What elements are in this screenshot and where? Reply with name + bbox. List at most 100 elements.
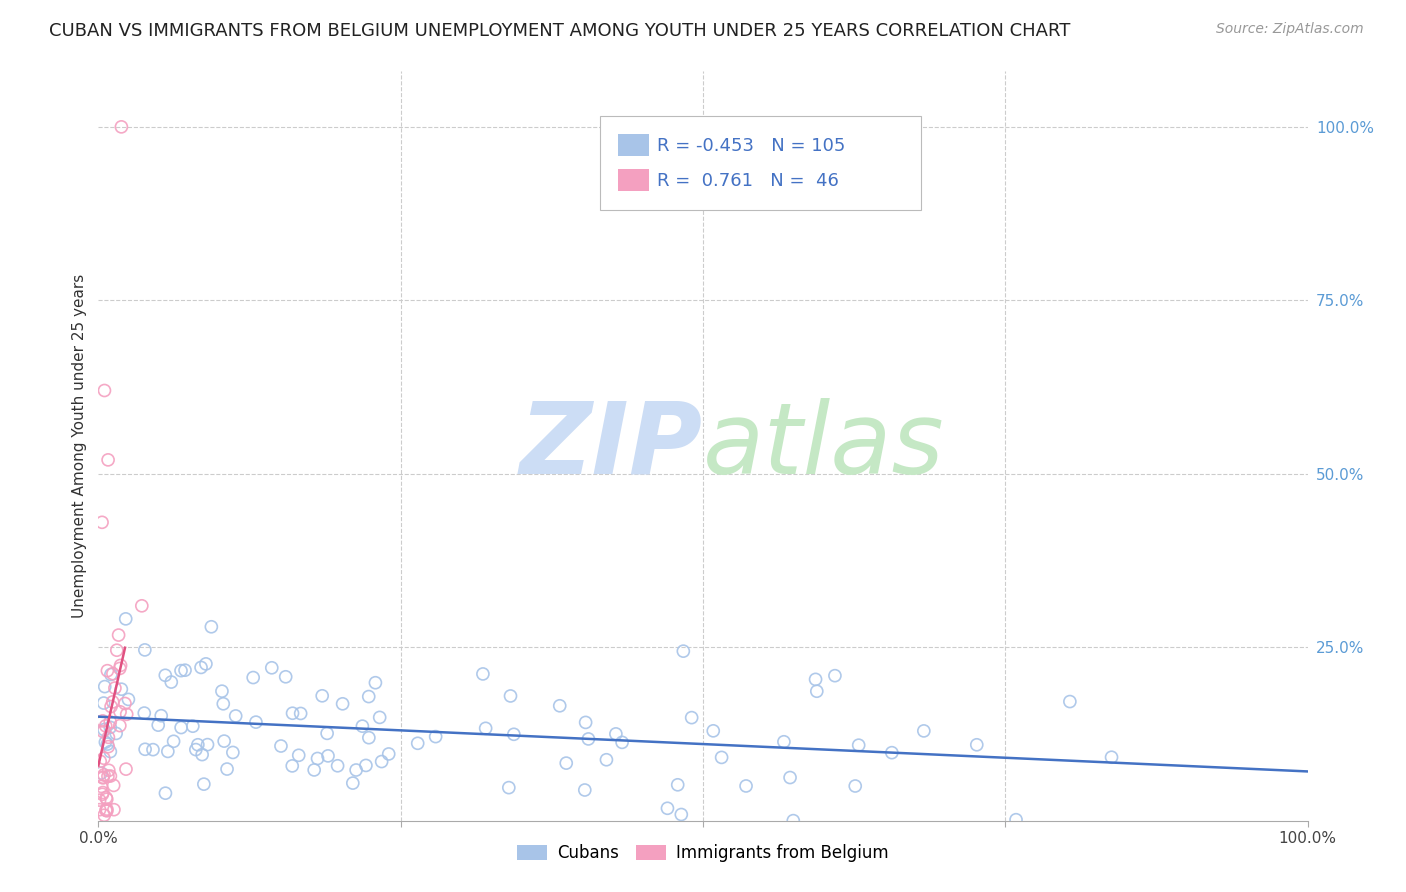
Point [194, 657, 217, 671]
Point [377, 747, 399, 761]
Point [96, 790, 118, 805]
Point [782, 814, 804, 828]
Point [555, 756, 578, 770]
Point [110, 682, 132, 697]
Point [779, 771, 801, 785]
Point [332, 697, 354, 711]
Point [342, 776, 364, 790]
Point [245, 715, 267, 730]
Point [114, 612, 136, 626]
Point [89, 754, 111, 768]
Point [212, 697, 235, 711]
Point [326, 758, 349, 772]
Point [91, 785, 114, 799]
Point [97, 731, 120, 745]
Point [105, 643, 128, 657]
Point [222, 746, 245, 760]
Text: CUBAN VS IMMIGRANTS FROM BELGIUM UNEMPLOYMENT AMONG YOUTH UNDER 25 YEARS CORRELA: CUBAN VS IMMIGRANTS FROM BELGIUM UNEMPLO… [49, 22, 1070, 40]
Point [681, 711, 703, 725]
Y-axis label: Unemployment Among Youth under 25 years: Unemployment Among Youth under 25 years [72, 274, 87, 618]
Point [89, 793, 111, 807]
Point [370, 755, 392, 769]
Point [184, 742, 207, 756]
Point [274, 670, 297, 684]
Point [595, 753, 617, 767]
Point [108, 705, 131, 719]
Point [191, 747, 214, 762]
Point [548, 698, 571, 713]
Point [710, 750, 733, 764]
Point [425, 730, 447, 744]
Point [499, 689, 522, 703]
Point [215, 762, 238, 776]
Point [187, 738, 209, 752]
Point [575, 715, 598, 730]
Point [90, 780, 112, 794]
Point [290, 706, 312, 721]
Point [94, 803, 117, 817]
Point [281, 706, 304, 721]
Point [96, 664, 118, 678]
Point [110, 658, 132, 673]
Legend: Cubans, Immigrants from Belgium: Cubans, Immigrants from Belgium [510, 838, 896, 869]
Point [735, 779, 758, 793]
Point [170, 721, 193, 735]
Point [316, 748, 339, 763]
Point [605, 727, 627, 741]
FancyBboxPatch shape [600, 116, 921, 210]
Point [150, 708, 173, 723]
Point [93, 680, 115, 694]
Point [804, 673, 827, 687]
Point [671, 807, 693, 822]
Point [200, 620, 222, 634]
Point [848, 738, 870, 752]
Point [96, 792, 118, 806]
Bar [619, 134, 648, 156]
Point [160, 675, 183, 690]
Point [93, 768, 115, 782]
Point [368, 710, 391, 724]
Point [155, 668, 177, 682]
Point [96, 804, 118, 818]
Point [100, 667, 122, 681]
Point [844, 779, 866, 793]
Point [471, 667, 494, 681]
Point [94, 719, 117, 733]
Point [155, 786, 177, 800]
Point [357, 731, 380, 745]
Point [773, 735, 796, 749]
Point [354, 758, 377, 772]
Text: Source: ZipAtlas.com: Source: ZipAtlas.com [1216, 22, 1364, 37]
Point [287, 748, 309, 763]
Point [134, 742, 156, 756]
Point [105, 726, 128, 740]
Text: R =  0.761   N =  46: R = 0.761 N = 46 [657, 172, 839, 190]
Point [806, 684, 828, 698]
Point [307, 751, 329, 765]
Point [406, 736, 429, 750]
Point [657, 801, 679, 815]
Point [162, 734, 184, 748]
Point [98, 745, 121, 759]
Point [98, 714, 121, 729]
Point [91, 770, 114, 784]
Point [610, 735, 633, 749]
Point [142, 742, 165, 756]
Point [134, 706, 156, 720]
Point [352, 719, 374, 733]
Point [94, 735, 117, 749]
Point [89, 803, 111, 817]
Point [212, 734, 235, 748]
Point [107, 628, 129, 642]
Point [98, 720, 121, 734]
Point [103, 803, 125, 817]
Point [966, 738, 988, 752]
Point [666, 778, 689, 792]
Point [117, 692, 139, 706]
Point [101, 666, 124, 681]
Point [96, 737, 118, 751]
Point [148, 718, 170, 732]
Point [93, 723, 115, 737]
Point [134, 643, 156, 657]
Point [91, 724, 114, 739]
